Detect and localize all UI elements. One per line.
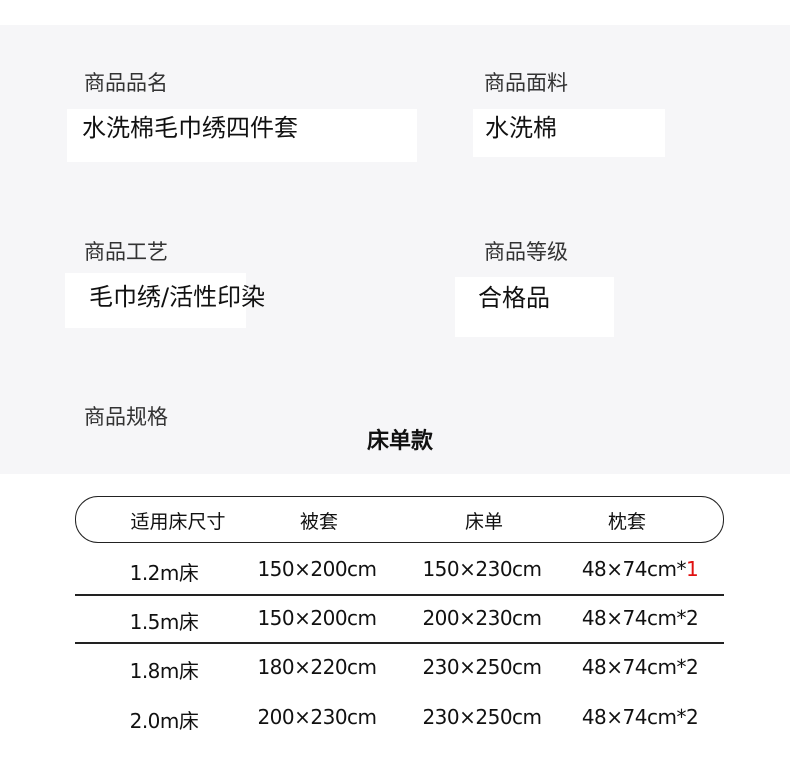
fabric-value: 水洗棉	[485, 114, 557, 142]
cell-text: 150×200cm	[257, 557, 377, 581]
cell-text: 200×230cm	[257, 705, 377, 729]
craft-value: 毛巾绣/活性印染	[89, 283, 266, 311]
cell-text: 48×74cm*	[581, 655, 687, 679]
row-divider	[75, 642, 724, 644]
table-cell: 1.5m床	[79, 606, 249, 635]
info-panel	[0, 25, 790, 474]
fabric-label: 商品面料	[484, 71, 568, 95]
table-cell: 1.2m床	[79, 557, 249, 586]
header-pillowcase: 枕套	[607, 511, 646, 533]
row-divider	[75, 594, 724, 596]
table-cell: 48×74cm*2	[555, 655, 725, 679]
cell-text: 1.5m床	[129, 610, 199, 634]
fabric-box	[473, 109, 665, 157]
pillow-count: 2	[685, 705, 699, 729]
pillow-count: 2	[685, 655, 699, 679]
cell-text: 1.8m床	[129, 659, 199, 683]
cell-text: 230×250cm	[422, 705, 542, 729]
name-label: 商品品名	[84, 71, 168, 95]
craft-label: 商品工艺	[84, 240, 168, 264]
table-cell: 150×200cm	[232, 606, 402, 630]
spec-label: 商品规格	[84, 405, 168, 429]
table-cell: 230×250cm	[397, 705, 567, 729]
cell-text: 180×220cm	[257, 655, 377, 679]
table-cell: 48×74cm*2	[555, 705, 725, 729]
cell-text: 48×74cm*	[581, 557, 687, 581]
name-box	[67, 109, 417, 162]
table-cell: 150×230cm	[397, 557, 567, 581]
pillow-count: 1	[685, 557, 699, 581]
table-cell: 48×74cm*2	[555, 606, 725, 630]
cell-text: 48×74cm*	[581, 606, 687, 630]
header-sheet: 床单	[464, 511, 503, 533]
grade-value: 合格品	[478, 284, 550, 312]
cell-text: 1.2m床	[129, 561, 199, 585]
table-header	[75, 496, 724, 543]
pillow-count: 2	[685, 606, 699, 630]
spec-subtitle: 床单款	[366, 429, 433, 454]
table-cell: 200×230cm	[232, 705, 402, 729]
table-cell: 48×74cm*1	[555, 557, 725, 581]
cell-text: 200×230cm	[422, 606, 542, 630]
cell-text: 230×250cm	[422, 655, 542, 679]
table-cell: 1.8m床	[79, 655, 249, 684]
cell-text: 150×200cm	[257, 606, 377, 630]
header-duvet: 被套	[299, 511, 338, 533]
table-cell: 200×230cm	[397, 606, 567, 630]
table-cell: 150×200cm	[232, 557, 402, 581]
grade-label: 商品等级	[484, 240, 568, 264]
grade-box	[455, 277, 614, 337]
cell-text: 48×74cm*	[581, 705, 687, 729]
table-cell: 230×250cm	[397, 655, 567, 679]
table-cell: 180×220cm	[232, 655, 402, 679]
craft-box	[65, 273, 246, 328]
cell-text: 2.0m床	[129, 709, 199, 733]
cell-text: 150×230cm	[422, 557, 542, 581]
name-value: 水洗棉毛巾绣四件套	[82, 114, 298, 142]
table-cell: 2.0m床	[79, 705, 249, 734]
header-bed-size: 适用床尺寸	[130, 511, 226, 533]
